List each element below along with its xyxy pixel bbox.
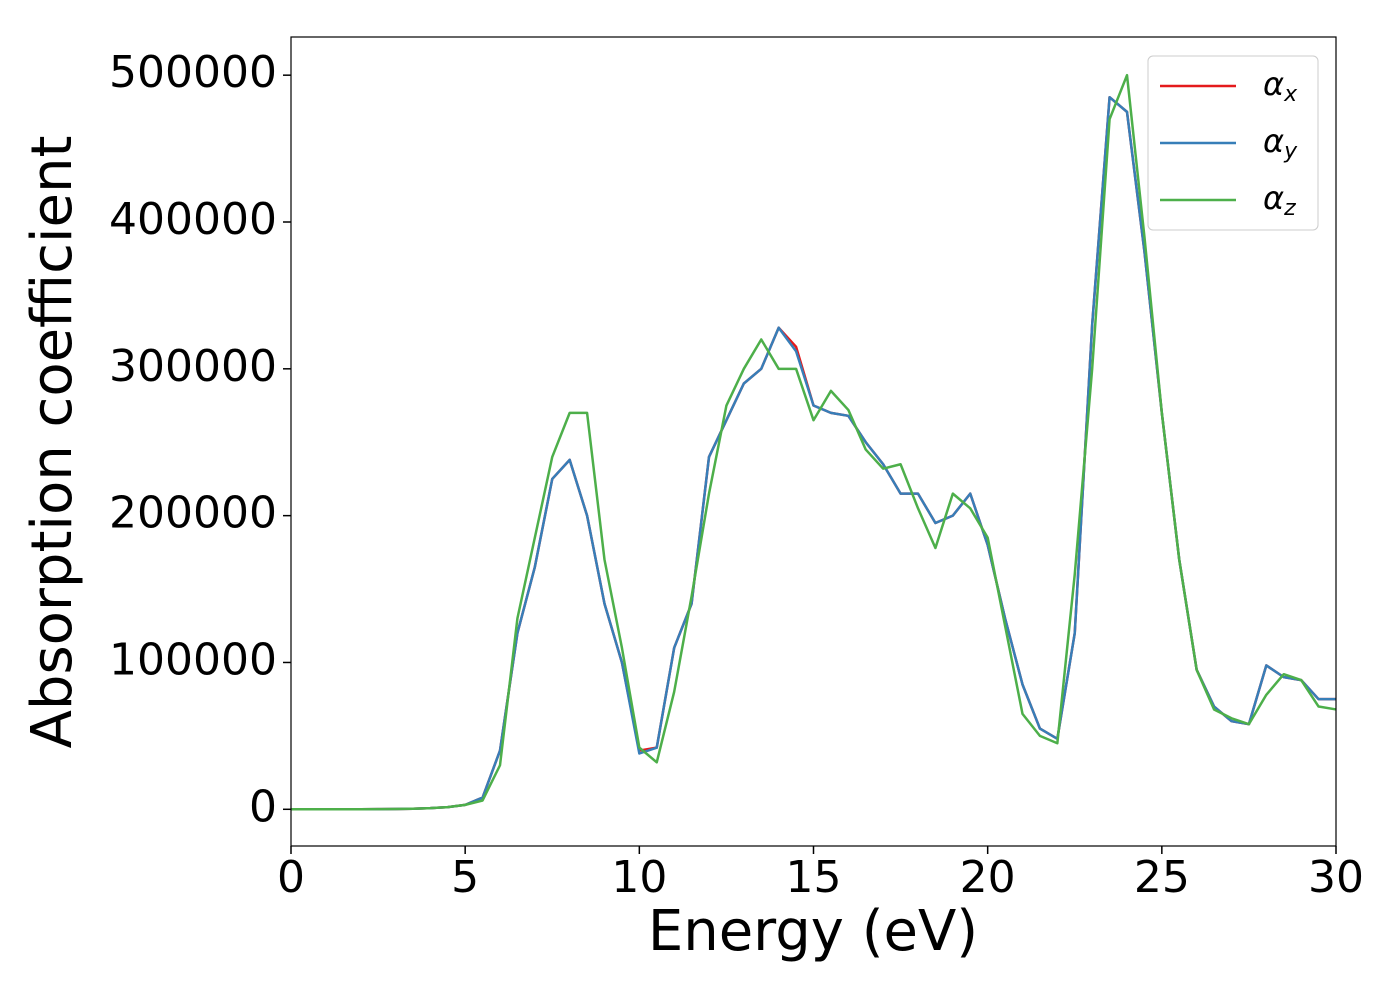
legend-label: αx — [1263, 65, 1298, 107]
y-tick-label: 200000 — [109, 488, 277, 539]
y-tick-label: 300000 — [109, 341, 277, 392]
line-series — [291, 73, 1337, 811]
y-tick-label: 400000 — [109, 194, 277, 245]
x-tick-label: 30 — [1308, 852, 1364, 903]
x-tick-label: 10 — [611, 852, 667, 903]
y-tick-label: 100000 — [109, 634, 277, 685]
legend-label: αy — [1263, 122, 1298, 164]
x-tick-label: 15 — [786, 852, 842, 903]
legend-label: αz — [1263, 179, 1296, 221]
x-tick-label: 25 — [1134, 852, 1190, 903]
plot-frame — [290, 36, 1337, 847]
x-tick-label: 5 — [451, 852, 479, 903]
y-axis-label: Absorption coefficient — [20, 136, 85, 749]
y-tick-label: 500000 — [109, 47, 277, 98]
x-axis-label: Energy (eV) — [648, 899, 978, 964]
y-tick-label: 0 — [249, 781, 277, 832]
x-tick-label: 0 — [277, 852, 305, 903]
x-tick-label: 20 — [960, 852, 1016, 903]
